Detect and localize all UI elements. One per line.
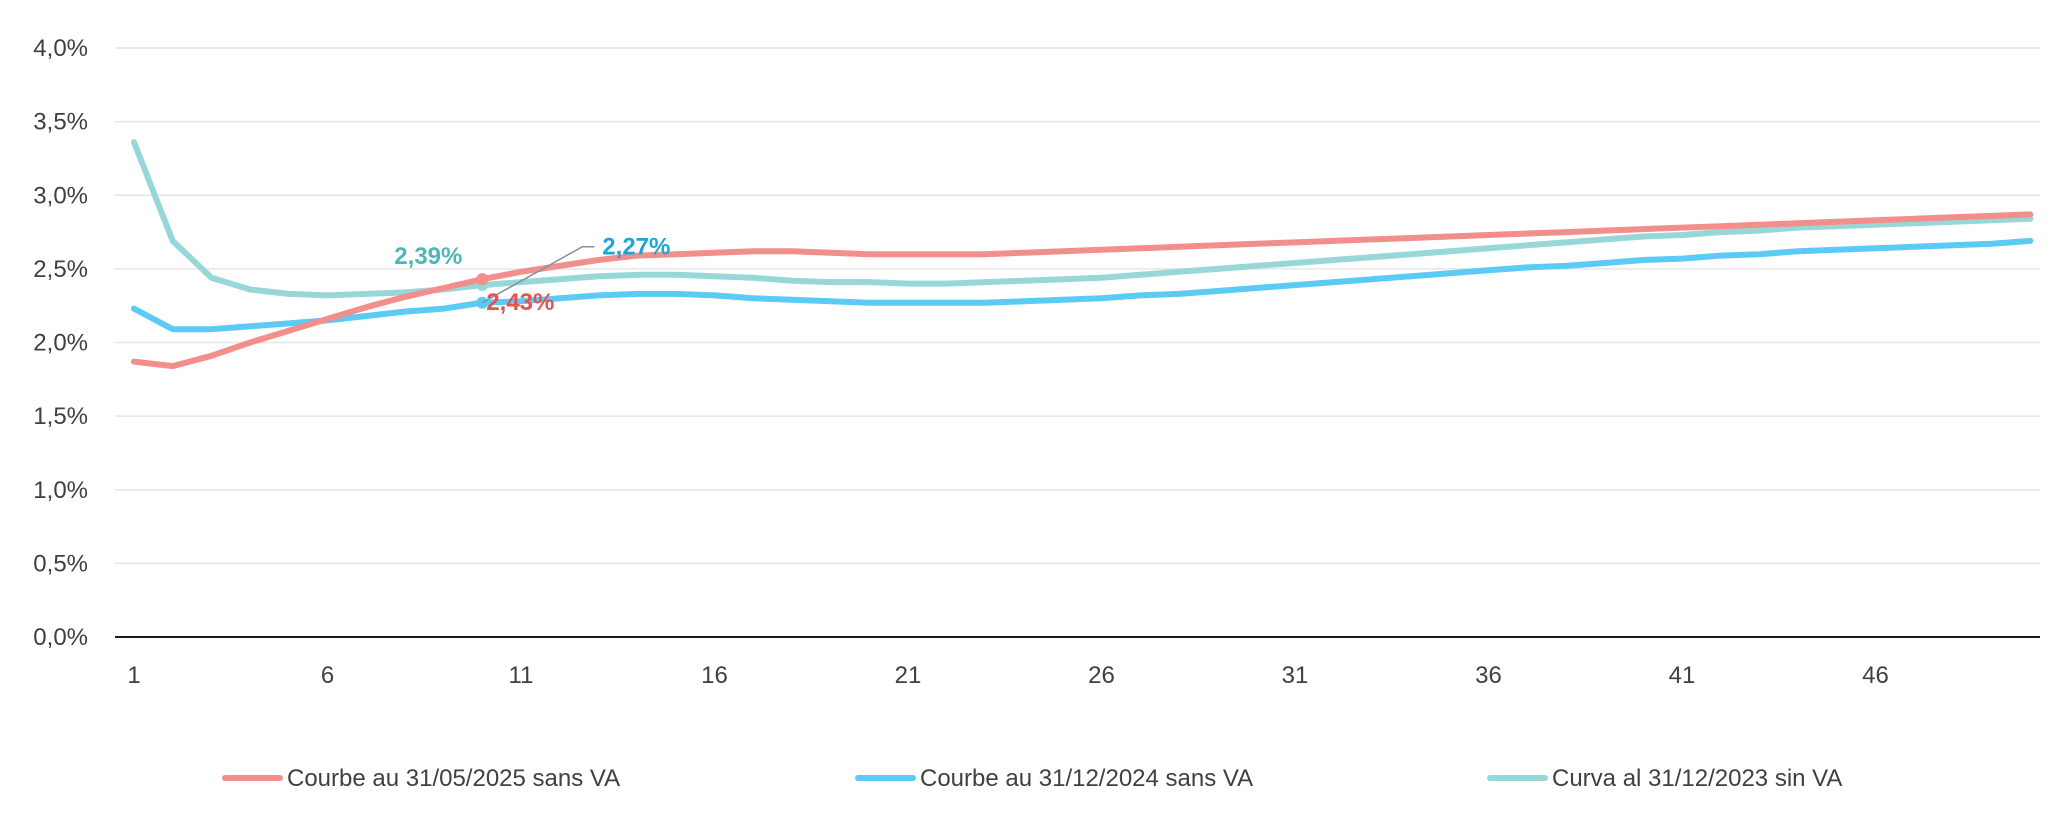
x-tick-label: 41 <box>1669 662 1696 689</box>
x-axis-tick-labels: 1 6 11 16 21 26 31 36 41 46 <box>127 662 1889 689</box>
x-tick-label: 46 <box>1862 662 1889 689</box>
y-axis-tick-labels: 0,0% 0,5% 1,0% 1,5% 2,0% 2,5% 3,0% 3,5% 4,0% <box>33 35 88 651</box>
series-line-3 <box>131 139 2034 299</box>
y-tick-label: 1,0% <box>33 477 88 504</box>
gridlines <box>115 47 2040 565</box>
leader-line <box>481 245 595 304</box>
x-tick-label: 6 <box>321 662 334 689</box>
series-line-2 <box>131 237 2034 333</box>
data-label: 2,43% <box>486 289 554 316</box>
y-tick-label: 1,5% <box>33 403 88 430</box>
x-tick-label: 1 <box>127 662 140 689</box>
legend-item: Courbe au 31/12/2024 sans VA <box>855 765 1253 792</box>
data-labels: 2,39% 2,27% 2,43% <box>394 234 670 316</box>
data-label: 2,39% <box>394 243 462 270</box>
data-label: 2,27% <box>602 234 670 261</box>
y-tick-label: 2,0% <box>33 330 88 357</box>
series-lines <box>131 139 2034 370</box>
annotated-point <box>476 273 489 286</box>
y-tick-label: 3,5% <box>33 109 88 136</box>
x-tick-label: 26 <box>1088 662 1115 689</box>
series-line-1 <box>131 211 2034 370</box>
y-tick-label: 3,0% <box>33 182 88 209</box>
x-tick-label: 21 <box>895 662 922 689</box>
x-tick-label: 36 <box>1475 662 1502 689</box>
legend-item: Courbe au 31/05/2025 sans VA <box>222 765 620 792</box>
legend-label: Courbe au 31/12/2024 sans VA <box>920 765 1253 792</box>
legend-item: Curva al 31/12/2023 sin VA <box>1487 765 1842 792</box>
y-tick-label: 0,5% <box>33 550 88 577</box>
y-tick-label: 2,5% <box>33 256 88 283</box>
legend: Courbe au 31/05/2025 sans VA Courbe au 31… <box>222 765 1842 792</box>
legend-label: Courbe au 31/05/2025 sans VA <box>287 765 620 792</box>
x-tick-label: 31 <box>1282 662 1309 689</box>
y-tick-label: 4,0% <box>33 35 88 62</box>
y-tick-label: 0,0% <box>33 624 88 651</box>
x-tick-label: 11 <box>509 662 534 689</box>
legend-label: Curva al 31/12/2023 sin VA <box>1552 765 1842 792</box>
x-tick-label: 16 <box>701 662 728 689</box>
